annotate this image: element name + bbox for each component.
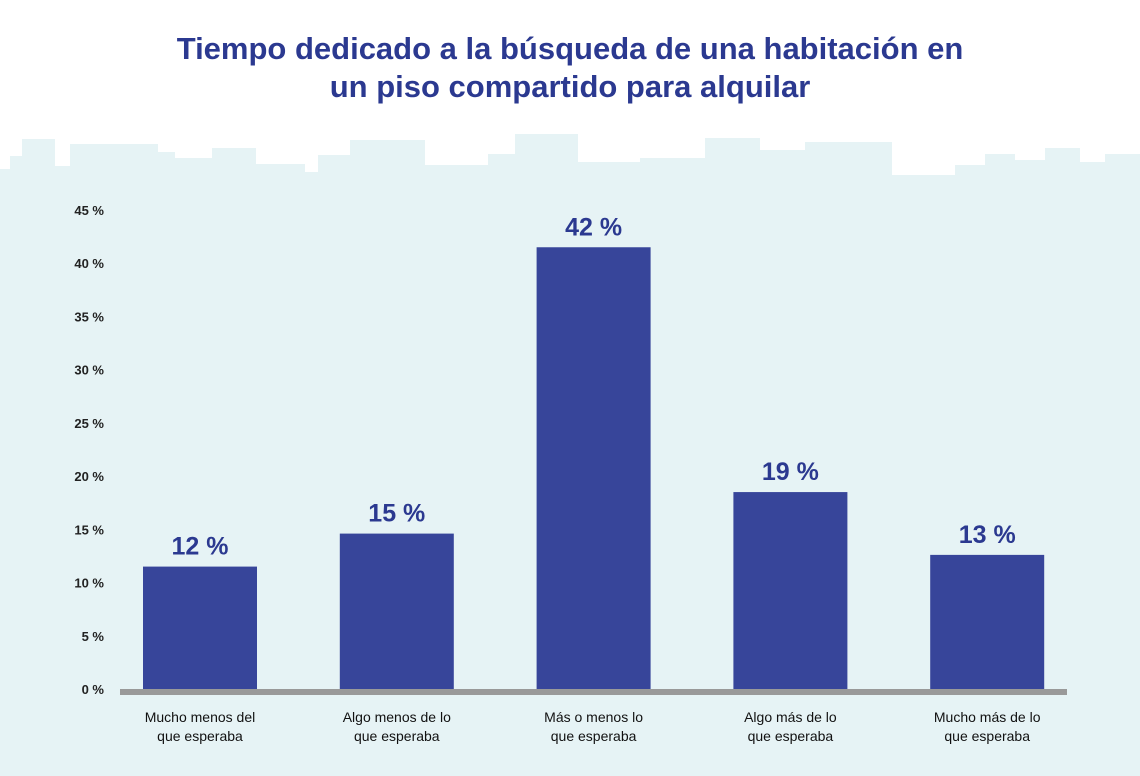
bar: [930, 554, 1045, 689]
x-category-label: que esperaba: [944, 728, 1030, 744]
y-tick-label: 30 %: [74, 363, 104, 378]
y-tick-label: 5 %: [82, 629, 105, 644]
x-category-label: que esperaba: [157, 728, 243, 744]
y-tick-label: 25 %: [74, 416, 104, 431]
data-label: 42 %: [565, 213, 622, 241]
x-category-label: Algo más de lo: [744, 709, 837, 725]
y-tick-label: 35 %: [74, 309, 104, 324]
y-tick-label: 20 %: [74, 469, 104, 484]
x-category-label: que esperaba: [354, 728, 440, 744]
x-category-label: Más o menos lo: [544, 709, 643, 725]
data-label: 15 %: [368, 500, 425, 528]
y-tick-label: 10 %: [74, 576, 104, 591]
x-category-label: Algo menos de lo: [343, 709, 451, 725]
y-tick-label: 15 %: [74, 522, 104, 537]
bar: [536, 247, 651, 689]
x-category-label: que esperaba: [551, 728, 637, 744]
chart-title-line-2: un piso compartido para alquilar: [329, 69, 811, 104]
x-category-label: que esperaba: [748, 728, 834, 744]
x-category-label: Mucho más de lo: [934, 709, 1041, 725]
data-label: 19 %: [762, 458, 819, 486]
bar: [339, 533, 454, 689]
data-label: 13 %: [959, 521, 1016, 549]
y-tick-label: 45 %: [74, 203, 104, 218]
chart-title: Tiempo dedicado a la búsqueda de una hab…: [0, 30, 1140, 106]
y-tick-label: 0 %: [82, 682, 105, 697]
x-axis-line: [120, 689, 1067, 695]
x-category-label: Mucho menos del: [145, 709, 256, 725]
y-tick-label: 40 %: [74, 256, 104, 271]
bar: [733, 492, 848, 689]
chart-title-line-1: Tiempo dedicado a la búsqueda de una hab…: [176, 31, 964, 66]
data-label: 12 %: [172, 533, 229, 561]
bar: [143, 566, 257, 689]
